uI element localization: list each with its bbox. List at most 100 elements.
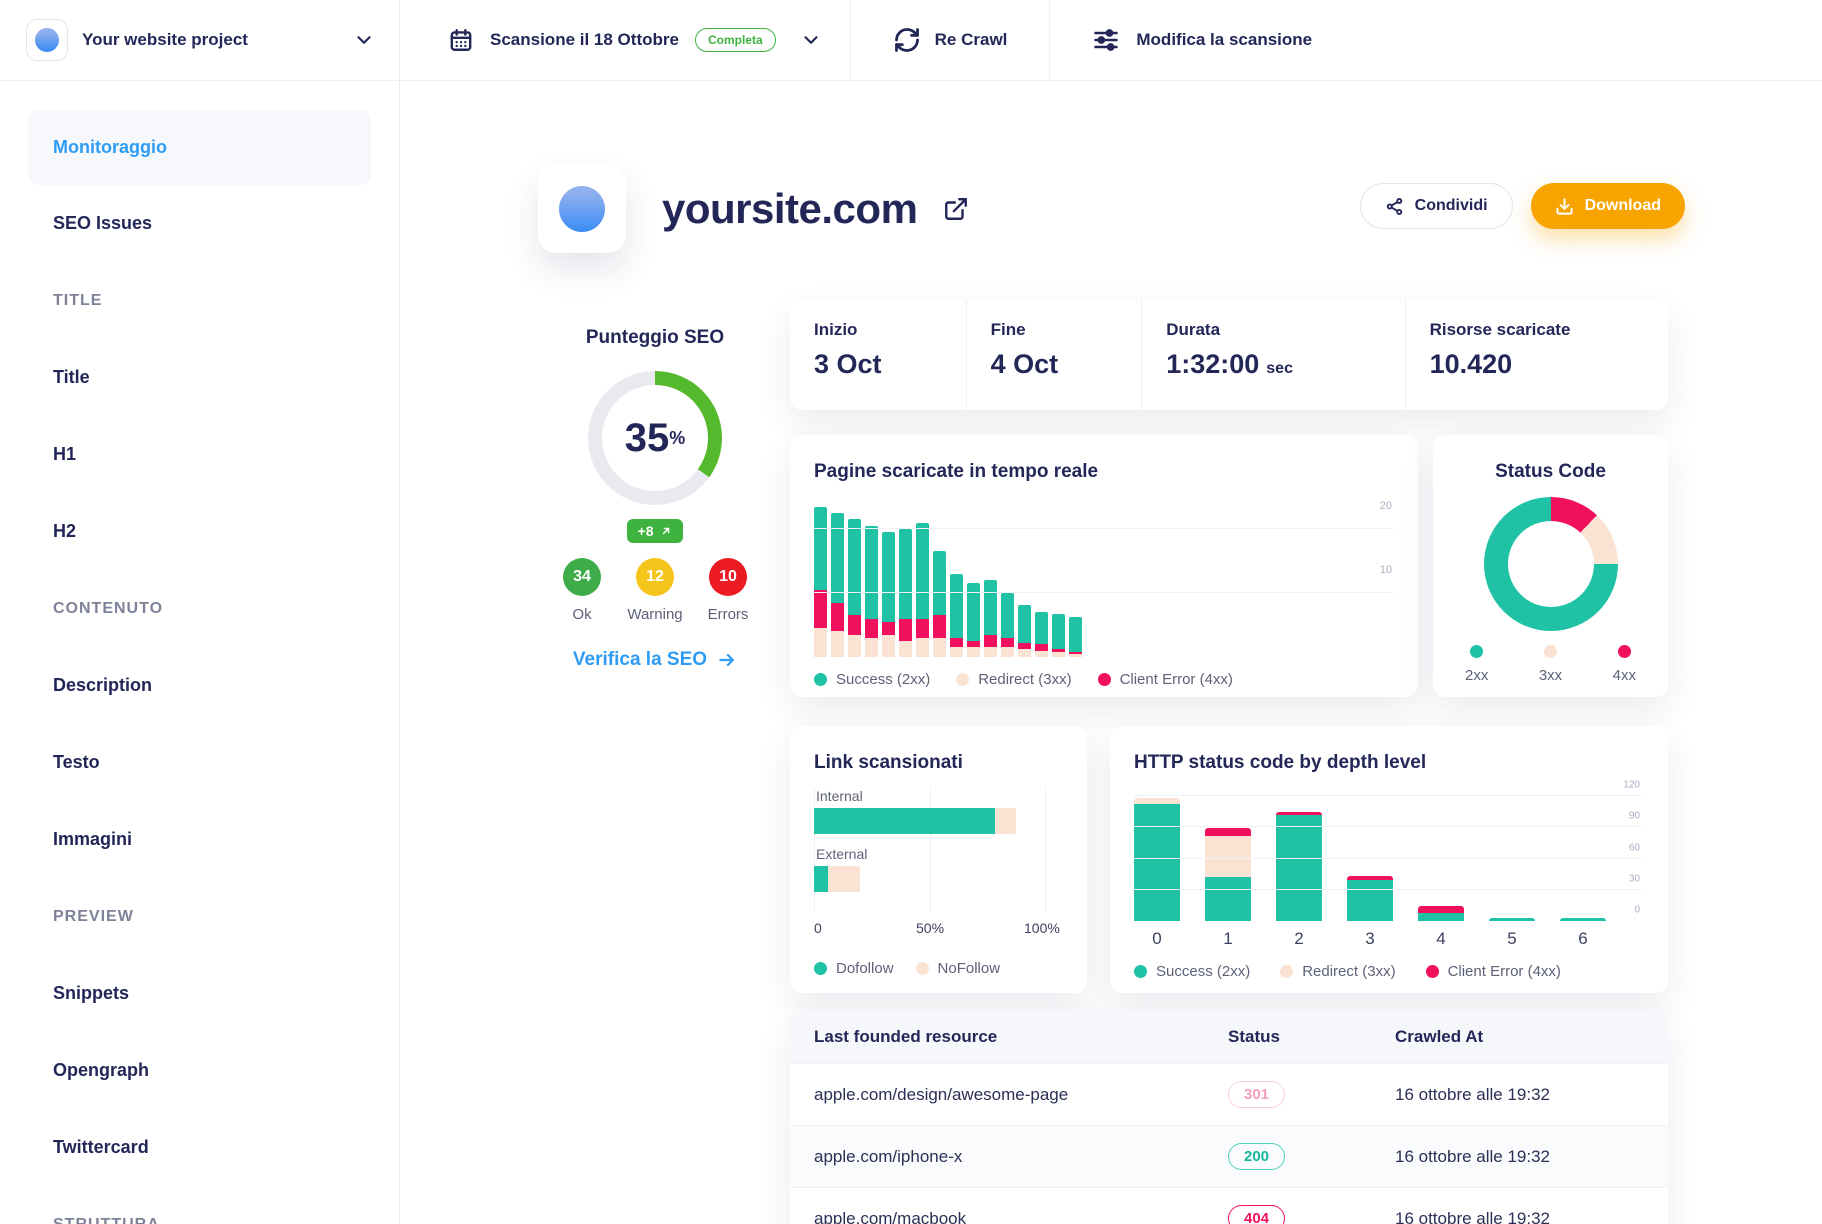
status-code-legend: 2xx 3xx 4xx	[1453, 645, 1648, 684]
internal-links-bar	[814, 808, 1046, 834]
3xx-legend-dot	[1544, 645, 1557, 658]
sidebar-item-twittercard[interactable]: Twittercard	[53, 1137, 149, 1157]
main-content: yoursite.com Condividi Download	[400, 81, 1822, 1224]
recrawl-label: Re Crawl	[934, 30, 1008, 49]
project-name: Your website project	[82, 30, 248, 49]
realtime-chart-bars	[814, 506, 1082, 657]
calendar-icon	[448, 27, 474, 53]
stat-durata: Durata 1:32:00 sec	[1141, 300, 1404, 410]
ok-count-circle: 34	[563, 558, 601, 596]
stat-fine: Fine 4 Oct	[965, 300, 1142, 410]
edit-scan-label: Modifica la scansione	[1136, 30, 1313, 49]
scan-stats-card: Inizio 3 Oct Fine 4 Oct Durata 1:32:00 se…	[790, 300, 1668, 410]
scanned-links-card: Link scansionati Internal External 0 50%…	[790, 726, 1087, 993]
errors-count-circle: 10	[709, 558, 747, 596]
share-button-label: Condividi	[1414, 197, 1488, 214]
count-errors: 10 Errors	[700, 558, 756, 623]
sidebar-item-description[interactable]: Description	[53, 675, 153, 695]
table-row[interactable]: apple.com/design/awesome-page 301 16 ott…	[790, 1063, 1668, 1125]
table-row[interactable]: apple.com/macbook 404 16 ottobre alle 19…	[790, 1187, 1668, 1224]
topbar: Your website project Scansione il 18 Ott…	[0, 0, 1822, 81]
edit-scan-button[interactable]: Modifica la scansione	[1050, 0, 1354, 80]
status-badge: 200	[1228, 1143, 1286, 1170]
scanned-links-chart: Internal External	[814, 788, 1046, 912]
resource-link[interactable]: apple.com/iphone-x	[814, 1146, 963, 1166]
table-header-row: Last founded resource Status Crawled At	[790, 1011, 1668, 1063]
chevron-down-icon[interactable]	[353, 29, 375, 51]
count-warning: 12 Warning	[627, 558, 683, 623]
sidebar-item-monitoraggio[interactable]: Monitoraggio	[28, 110, 371, 185]
project-avatar-dot	[35, 28, 59, 52]
sidebar-item-snippets[interactable]: Snippets	[53, 983, 130, 1003]
client-error-legend-dot	[1097, 673, 1111, 686]
sidebar-section-preview: PREVIEW	[53, 907, 134, 925]
sidebar: Monitoraggio SEO Issues TITLE Title H1 H…	[0, 81, 400, 1224]
sidebar-item-opengraph[interactable]: Opengraph	[53, 1060, 150, 1080]
chevron-down-icon[interactable]	[800, 29, 822, 51]
download-button[interactable]: Download	[1530, 183, 1685, 229]
seo-delta-badge: +8	[626, 519, 684, 543]
sidebar-item-title[interactable]: Title	[53, 367, 90, 387]
last-resources-table: Last founded resource Status Crawled At …	[790, 1011, 1668, 1224]
site-icon-dot	[559, 186, 605, 232]
internal-links-label: Internal	[816, 788, 863, 804]
recrawl-button[interactable]: Re Crawl	[851, 0, 1051, 80]
project-avatar	[26, 19, 68, 61]
warning-count-label: Warning	[627, 606, 683, 623]
share-button[interactable]: Condividi	[1359, 183, 1513, 229]
sidebar-section-title: TITLE	[53, 291, 103, 309]
depth-chart-bars	[1134, 798, 1606, 921]
dofollow-legend-dot	[814, 962, 827, 975]
scan-selector[interactable]: Scansione il 18 Ottobre Completa	[400, 0, 851, 80]
sidebar-item-h2[interactable]: H2	[53, 521, 77, 541]
sidebar-section-contenuto: CONTENUTO	[53, 599, 164, 617]
redirect-legend-dot	[956, 673, 970, 686]
status-badge: 404	[1228, 1205, 1286, 1224]
status-code-card: Status Code 2xx 3xx 4xx	[1433, 435, 1668, 697]
resource-link[interactable]: apple.com/macbook	[814, 1208, 967, 1224]
resource-link[interactable]: apple.com/design/awesome-page	[814, 1084, 1069, 1104]
nofollow-legend-dot	[915, 962, 929, 975]
seo-score-value: 35	[624, 415, 670, 460]
realtime-chart: 20 10	[814, 497, 1394, 657]
stat-inizio: Inizio 3 Oct	[814, 320, 882, 379]
crawled-at: 16 ottobre alle 19:32	[1395, 1084, 1551, 1104]
download-button-label: Download	[1584, 197, 1661, 214]
external-links-label: External	[816, 846, 868, 862]
stat-risorse: Risorse scaricate 10.420	[1404, 300, 1668, 410]
sidebar-item-immagini[interactable]: Immagini	[53, 829, 133, 849]
verify-seo-link[interactable]: Verifica la SEO	[573, 649, 737, 671]
crawled-at: 16 ottobre alle 19:32	[1395, 1146, 1551, 1166]
sidebar-item-h1[interactable]: H1	[53, 444, 77, 464]
count-ok: 34 Ok	[554, 558, 610, 623]
download-icon	[1555, 197, 1574, 216]
refresh-icon	[893, 26, 921, 54]
2xx-legend-dot	[1470, 645, 1484, 658]
success-legend-dot	[1134, 965, 1147, 978]
seo-score-unit: %	[669, 427, 686, 448]
redirect-legend-dot	[1280, 965, 1294, 978]
status-code-title: Status Code	[1495, 461, 1606, 482]
realtime-chart-legend: Success (2xx) Redirect (3xx) Client Erro…	[814, 671, 1394, 688]
site-icon	[538, 165, 626, 253]
seo-score-panel: Punteggio SEO 35 % +8 34 Ok 12	[535, 327, 775, 671]
depth-level-card: HTTP status code by depth level 120 90 60 3…	[1110, 726, 1668, 993]
depth-chart: 120 90 60 30 0	[1134, 780, 1642, 921]
table-row[interactable]: apple.com/iphone-x 200 16 ottobre alle 1…	[790, 1125, 1668, 1187]
ok-count-label: Ok	[572, 606, 592, 623]
external-links-bar	[814, 866, 1046, 892]
warning-count-circle: 12	[636, 558, 674, 596]
sidebar-item-testo[interactable]: Testo	[53, 752, 100, 772]
status-badge: 301	[1228, 1081, 1286, 1108]
scan-status-badge: Completa	[694, 28, 776, 52]
client-error-legend-dot	[1425, 965, 1439, 978]
external-link-icon[interactable]	[943, 196, 969, 222]
seo-score-donut: 35 %	[588, 371, 722, 505]
seo-score-title: Punteggio SEO	[585, 327, 725, 348]
sidebar-section-struttura: STRUTTURA	[53, 1215, 160, 1224]
status-code-donut	[1483, 497, 1618, 631]
scanned-links-xaxis: 0 50% 100%	[814, 920, 1060, 936]
project-selector[interactable]: Your website project	[0, 0, 400, 80]
realtime-pages-card: Pagine scaricate in tempo reale 20 10 Suc…	[790, 435, 1418, 697]
sidebar-item-seo-issues[interactable]: SEO Issues	[53, 213, 153, 233]
